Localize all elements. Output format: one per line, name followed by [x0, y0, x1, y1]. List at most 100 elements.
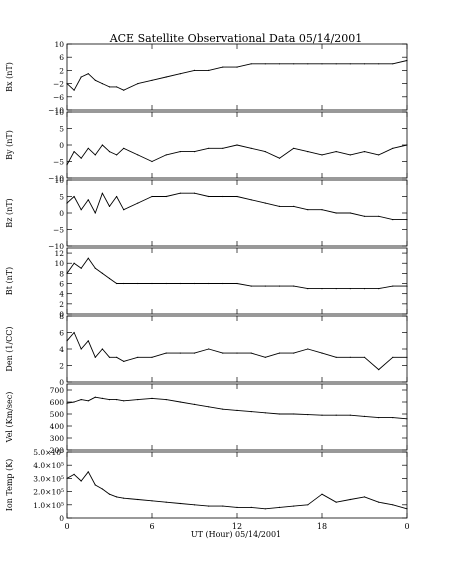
data-point — [179, 151, 181, 153]
panel-2: −10 −5 0 5 10 Bz (nT) — [5, 176, 408, 251]
y-tick-label: 5.0×10⁵ — [33, 448, 64, 457]
panel-frame — [66, 451, 408, 519]
series-line — [66, 332, 407, 371]
data-point — [151, 356, 153, 358]
y-tick-label: 2 — [59, 66, 64, 75]
data-point — [73, 473, 75, 475]
data-point — [116, 496, 118, 498]
data-point — [363, 151, 366, 153]
data-point — [137, 399, 139, 401]
data-point — [123, 89, 125, 91]
panels-group: −10 −6 −2 2 6 10 Bx (nT) −10 −5 0 5 10 By (nT) −10 −5 0… — [5, 40, 410, 531]
panel-frame — [66, 315, 408, 383]
data-point — [108, 356, 111, 358]
data-point — [101, 272, 103, 274]
data-point — [293, 285, 295, 287]
data-point — [250, 285, 252, 287]
x-tick-label: 6 — [149, 522, 154, 531]
y-tick-label: 0 — [59, 514, 64, 523]
data-point — [73, 331, 75, 334]
data-point — [307, 151, 309, 153]
data-point — [137, 498, 139, 501]
data-point — [236, 144, 238, 146]
x-tick-label: 0 — [404, 522, 409, 531]
data-point — [101, 83, 103, 85]
y-tick-label: 10 — [54, 176, 64, 185]
y-tick-label: 0 — [59, 209, 64, 218]
y-tick-label: 12 — [54, 249, 64, 258]
data-point — [278, 285, 281, 287]
y-tick-label: −5 — [53, 226, 64, 235]
data-point — [80, 399, 82, 401]
y-tick-label: −10 — [48, 242, 64, 251]
data-point — [165, 76, 167, 78]
data-point — [208, 69, 210, 71]
y-tick-label: 6 — [59, 329, 64, 338]
data-point — [151, 397, 153, 399]
data-point — [264, 412, 266, 414]
y-tick-label: 10 — [54, 259, 64, 268]
data-point — [80, 209, 82, 211]
y-tick-label: 400 — [50, 422, 65, 431]
data-point — [208, 348, 210, 350]
series-line — [66, 144, 408, 166]
data-point — [73, 195, 75, 198]
data-point — [101, 192, 103, 194]
data-point — [392, 219, 394, 221]
panel-frame — [66, 383, 408, 451]
data-point — [193, 151, 196, 153]
data-point — [250, 199, 252, 201]
y-axis-label: Den (1/CC) — [5, 326, 14, 371]
y-axis-label: Vel (Km/sec) — [5, 392, 14, 444]
data-point — [193, 69, 196, 71]
data-point — [321, 414, 323, 416]
data-point — [236, 66, 238, 68]
data-point — [73, 262, 75, 264]
data-point — [349, 212, 351, 214]
data-point — [321, 154, 323, 156]
y-tick-label: 200 — [50, 446, 65, 455]
data-point — [193, 192, 196, 194]
data-point — [193, 403, 196, 405]
data-point — [137, 83, 139, 85]
data-point — [307, 504, 309, 506]
data-point — [66, 202, 68, 204]
data-point — [87, 340, 89, 342]
data-point — [363, 356, 366, 358]
data-point — [87, 400, 89, 402]
data-point — [101, 397, 103, 399]
data-point — [392, 285, 394, 287]
data-point — [321, 352, 323, 354]
y-tick-label: 2.0×10⁵ — [33, 488, 64, 497]
data-point — [406, 356, 408, 358]
data-point — [321, 63, 323, 65]
data-point — [363, 63, 366, 65]
data-point — [66, 340, 68, 342]
data-point — [335, 414, 337, 416]
data-point — [94, 396, 96, 398]
data-point — [335, 356, 337, 358]
data-point — [335, 151, 337, 153]
y-axis-label: Bt (nT) — [5, 267, 14, 295]
data-point — [392, 356, 394, 358]
data-point — [208, 505, 210, 507]
data-point — [208, 147, 210, 149]
data-point — [94, 484, 96, 486]
series-line — [66, 471, 408, 510]
y-tick-label: 3.0×10⁵ — [33, 474, 64, 483]
data-point — [378, 63, 380, 65]
y-tick-label: 300 — [50, 434, 65, 443]
data-point — [73, 401, 75, 403]
data-point — [193, 282, 196, 285]
data-point — [137, 202, 139, 204]
data-point — [363, 215, 366, 217]
data-point — [250, 352, 252, 354]
y-tick-label: 700 — [50, 386, 65, 395]
data-point — [378, 417, 380, 419]
data-point — [193, 352, 196, 354]
data-point — [179, 282, 181, 285]
data-point — [123, 400, 125, 402]
data-point — [378, 288, 380, 290]
data-point — [307, 414, 309, 416]
